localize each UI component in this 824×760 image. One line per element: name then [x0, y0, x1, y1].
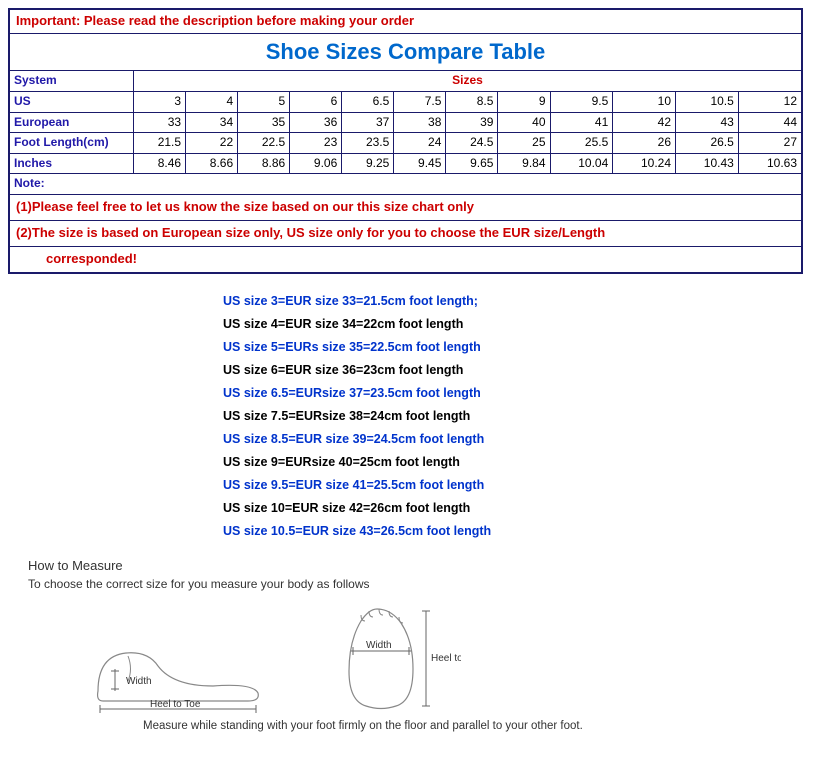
conversion-line: US size 10.5=EUR size 43=26.5cm foot len… — [223, 524, 816, 538]
row-label-us: US — [9, 92, 134, 113]
conversion-line: US size 9=EURsize 40=25cm foot length — [223, 455, 816, 469]
conversion-line: US size 7.5=EURsize 38=24cm foot length — [223, 409, 816, 423]
foot-top-icon: Width Heel to Toe — [311, 601, 461, 716]
table-title: Shoe Sizes Compare Table — [9, 33, 802, 71]
important-warning: Important: Please read the description b… — [9, 9, 802, 33]
conversion-line: US size 6.5=EURsize 37=23.5cm foot lengt… — [223, 386, 816, 400]
row-footlen: Foot Length(cm) 21.5 22 22.5 23 23.5 24 … — [9, 133, 802, 154]
heel-to-toe-label-top: Heel to Toe — [431, 653, 461, 664]
size-compare-table: Important: Please read the description b… — [8, 8, 803, 274]
note-1: (1)Please feel free to let us know the s… — [9, 195, 802, 221]
width-label: Width — [126, 676, 152, 687]
how-to-measure-title: How to Measure — [28, 558, 816, 573]
sizes-label: Sizes — [134, 71, 803, 92]
conversion-line: US size 10=EUR size 42=26cm foot length — [223, 501, 816, 515]
conversion-line: US size 9.5=EUR size 41=25.5cm foot leng… — [223, 478, 816, 492]
note-label: Note: — [9, 174, 802, 195]
row-label-inches: Inches — [9, 153, 134, 174]
conversion-list: US size 3=EUR size 33=21.5cm foot length… — [223, 294, 816, 538]
conversion-line: US size 8.5=EUR size 39=24.5cm foot leng… — [223, 432, 816, 446]
conversion-line: US size 5=EURs size 35=22.5cm foot lengt… — [223, 340, 816, 354]
row-us: US 3 4 5 6 6.5 7.5 8.5 9 9.5 10 10.5 12 — [9, 92, 802, 113]
how-to-measure-sub: To choose the correct size for you measu… — [28, 577, 816, 591]
conversion-line: US size 4=EUR size 34=22cm foot length — [223, 317, 816, 331]
row-eur: European 33 34 35 36 37 38 39 40 41 42 4… — [9, 112, 802, 133]
conversion-line: US size 6=EUR size 36=23cm foot length — [223, 363, 816, 377]
width-label-top: Width — [366, 640, 392, 651]
conversion-line: US size 3=EUR size 33=21.5cm foot length… — [223, 294, 816, 308]
heel-to-toe-label: Heel to Toe — [150, 699, 201, 710]
note-2a: (2)The size is based on European size on… — [9, 220, 802, 246]
note-2b: corresponded! — [9, 246, 802, 272]
foot-diagrams: Width Heel to Toe Width Heel to Toe — [78, 601, 816, 716]
row-inches: Inches 8.46 8.66 8.86 9.06 9.25 9.45 9.6… — [9, 153, 802, 174]
measure-caption: Measure while standing with your foot fi… — [143, 720, 816, 732]
row-label-footlen: Foot Length(cm) — [9, 133, 134, 154]
foot-side-icon: Width Heel to Toe — [78, 621, 278, 716]
system-label: System — [9, 71, 134, 92]
row-label-eur: European — [9, 112, 134, 133]
